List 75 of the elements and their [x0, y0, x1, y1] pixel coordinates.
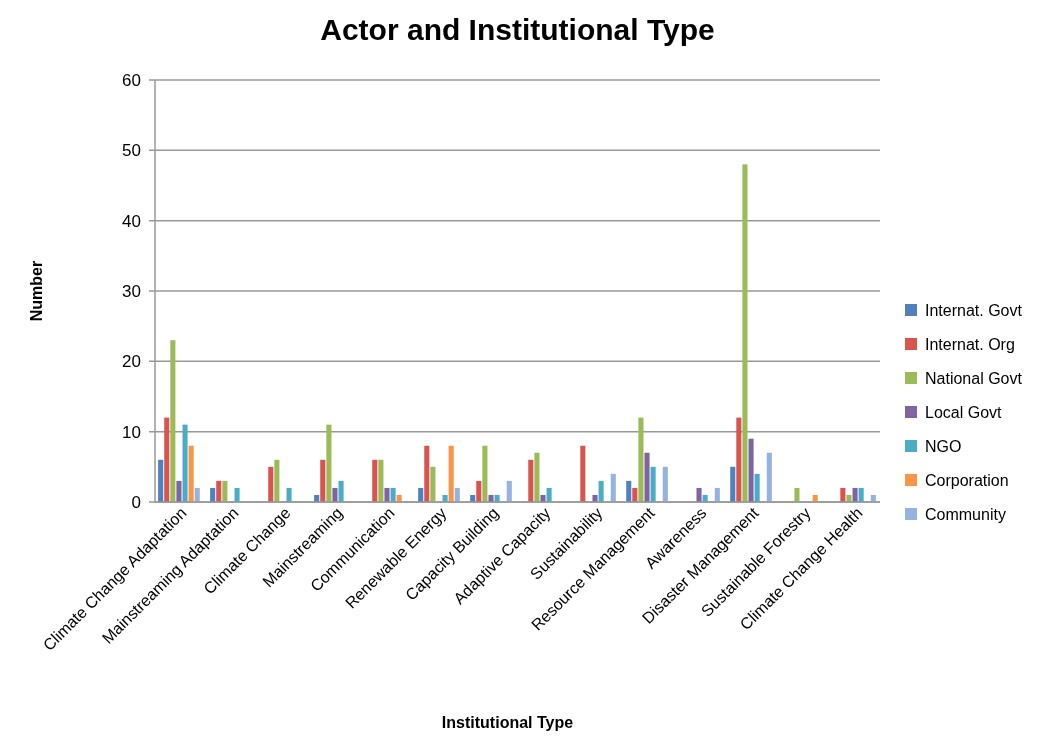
bar [268, 466, 274, 502]
bar [546, 487, 552, 502]
bar [182, 424, 188, 502]
bar [650, 466, 656, 502]
bar [766, 452, 772, 502]
bar [592, 494, 598, 502]
bar [378, 459, 384, 502]
bar [210, 487, 216, 502]
legend-label: National Govt [925, 369, 1023, 387]
bar [286, 487, 292, 502]
bar [176, 480, 182, 502]
bar [424, 445, 430, 502]
legend-label: Community [925, 505, 1006, 523]
bar [194, 487, 200, 502]
bar [742, 164, 748, 502]
y-tick-label: 60 [122, 70, 141, 90]
bar [638, 417, 644, 502]
bar [418, 487, 424, 502]
bar [454, 487, 460, 502]
bar [644, 452, 650, 502]
bar [528, 459, 534, 502]
bar [632, 487, 638, 502]
bar [384, 487, 390, 502]
y-axis-title: Number [28, 260, 45, 322]
bar [794, 487, 800, 502]
bar [390, 487, 396, 502]
bar [222, 480, 228, 502]
y-tick-label: 30 [122, 281, 141, 301]
bar [662, 466, 668, 502]
bar [598, 480, 604, 502]
legend-label: Internat. Org [925, 335, 1015, 353]
legend-label: NGO [925, 437, 962, 455]
bar [338, 480, 344, 502]
bar [540, 494, 546, 502]
bar [696, 487, 702, 502]
legend-label: Local Govt [925, 403, 1003, 421]
bar [448, 445, 454, 502]
bar [188, 445, 194, 502]
bar [476, 480, 482, 502]
bar [714, 487, 720, 502]
bar [736, 417, 742, 502]
bar [320, 459, 326, 502]
y-tick-label: 50 [122, 141, 141, 161]
bar [846, 494, 852, 502]
bar [610, 473, 616, 502]
bar [580, 445, 586, 502]
bar [748, 438, 754, 502]
bar [216, 480, 222, 502]
bar [158, 459, 164, 502]
bar [626, 480, 632, 502]
bar [730, 466, 736, 502]
bar [534, 452, 540, 502]
x-axis-title: Institutional Type [441, 714, 574, 731]
bar [234, 487, 240, 502]
bar [506, 480, 512, 502]
bar [164, 417, 170, 502]
legend-label: Internat. Govt [925, 301, 1023, 319]
bar [488, 494, 494, 502]
bar [858, 487, 864, 502]
bar [372, 459, 378, 502]
bar [326, 424, 332, 502]
bar [170, 340, 176, 502]
bar [274, 459, 280, 502]
y-tick-label: 40 [122, 211, 141, 231]
y-tick-label: 20 [122, 352, 141, 372]
bar [482, 445, 488, 502]
y-tick-label: 10 [122, 422, 141, 442]
chart-title: Actor and Institutional Type [320, 13, 715, 46]
bar [840, 487, 846, 502]
bar [430, 466, 436, 502]
bar [852, 487, 858, 502]
bar [332, 487, 338, 502]
bar [754, 473, 760, 502]
y-tick-label: 0 [131, 492, 141, 512]
legend-label: Corporation [925, 471, 1009, 489]
